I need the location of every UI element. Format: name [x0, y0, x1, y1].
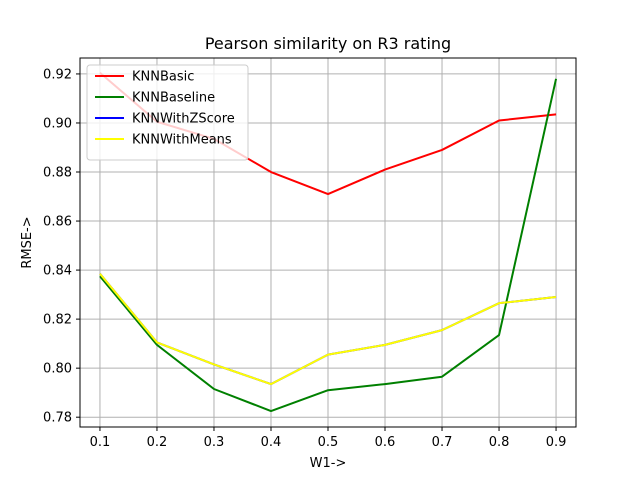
grid-lines: [80, 58, 576, 427]
legend-box: [86, 64, 249, 161]
x-tick-label: 0.7: [432, 435, 453, 450]
y-tick-label: 0.80: [43, 362, 72, 377]
chart-title: Pearson similarity on R3 rating: [205, 34, 451, 53]
x-axis-title: W1->: [310, 456, 347, 471]
x-axis: 0.1 0.2 0.3 0.4 0.5 0.6 0.7 0.8 0.9: [90, 427, 567, 450]
series-layer: [99, 71, 558, 413]
x-tick-label: 0.9: [546, 435, 567, 450]
x-tick-label: 0.4: [261, 435, 282, 450]
x-tick-label: 0.6: [375, 435, 396, 450]
y-tick-label: 0.88: [43, 166, 72, 181]
series-line-knnwithmeans: [99, 273, 557, 386]
y-axis-title: RMSE->: [20, 216, 35, 268]
legend-label: KNNWithMeans: [132, 133, 232, 148]
legend: KNNBasic KNNBaseline KNNWithZScore KNNWithM…: [86, 64, 249, 161]
x-tick-label: 0.5: [318, 435, 339, 450]
y-tick-label: 0.90: [43, 116, 72, 131]
legend-label: KNNBasic: [132, 70, 194, 85]
y-tick-label: 0.84: [43, 264, 72, 279]
y-tick-label: 0.86: [43, 215, 72, 230]
x-tick-label: 0.3: [204, 435, 225, 450]
y-tick-label: 0.92: [43, 67, 72, 82]
legend-label: KNNWithZScore: [132, 112, 235, 127]
y-tick-label: 0.82: [43, 313, 72, 328]
legend-label: KNNBaseline: [132, 91, 215, 106]
x-tick-label: 0.2: [147, 435, 168, 450]
y-tick-label: 0.78: [43, 411, 72, 426]
x-tick-label: 0.8: [489, 435, 510, 450]
y-axis: 0.78 0.80 0.82 0.84 0.86 0.88 0.90 0.92: [43, 67, 80, 426]
x-tick-label: 0.1: [90, 435, 111, 450]
series-line-knnbaseline: [99, 78, 558, 413]
